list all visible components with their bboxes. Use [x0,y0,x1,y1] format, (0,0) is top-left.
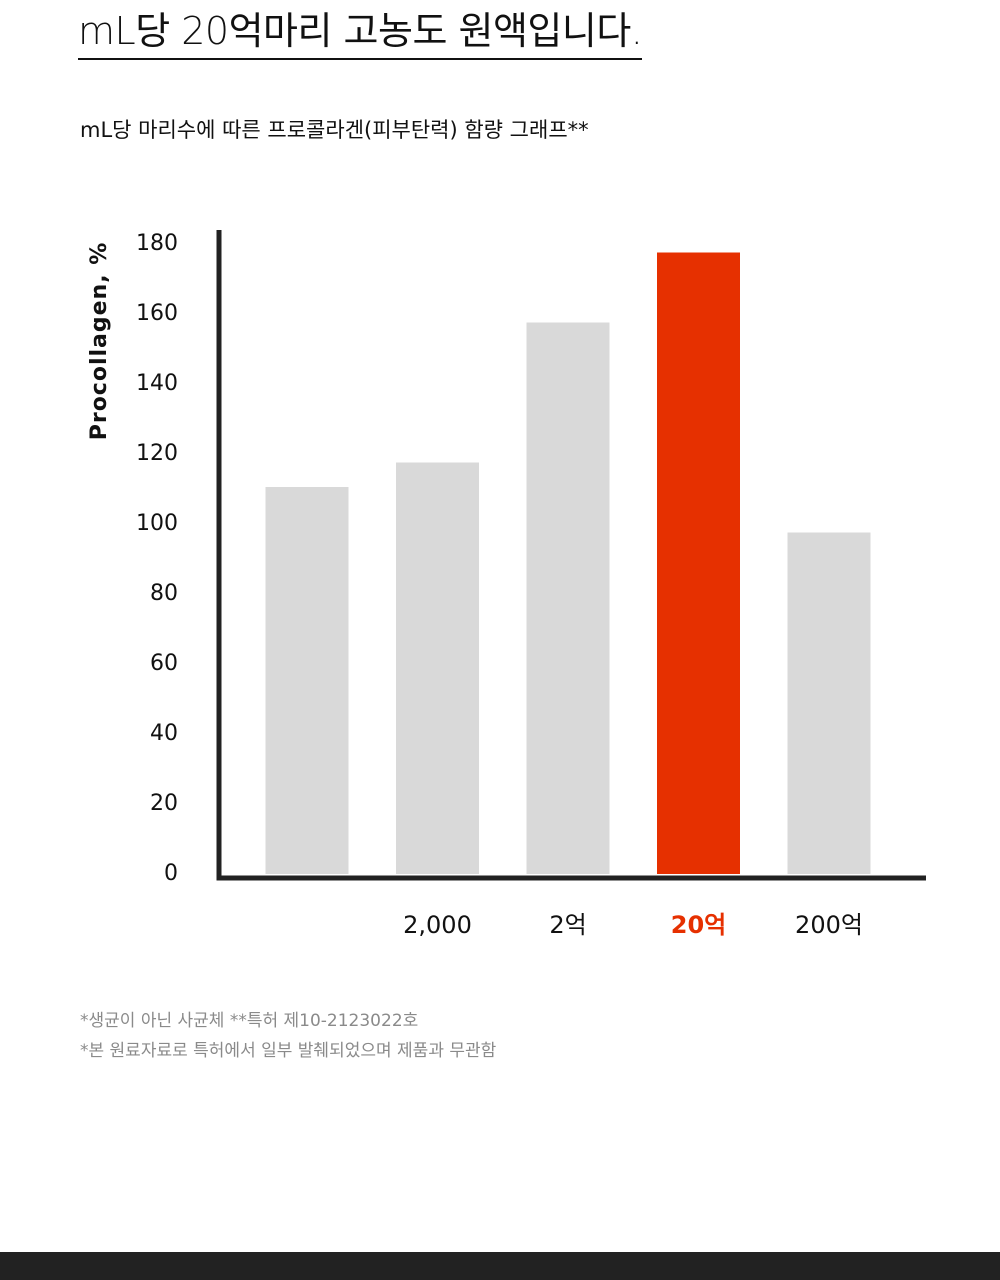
y-tick-label: 180 [136,231,178,256]
footnote-line: *본 원료자료로 특허에서 일부 발췌되었으며 제품과 무관함 [80,1041,497,1061]
chart-title: mL당 마리수에 따른 프로콜라겐(피부탄력) 함량 그래프** [80,118,589,142]
y-axis-label: Procollagen, % [87,242,112,441]
bar [787,532,871,874]
y-tick-label: 100 [136,511,178,536]
y-tick-label: 0 [164,861,178,886]
footnotes: *생균이 아닌 사균체 **특허 제10-2123022호 *본 원료자료로 특… [80,1006,496,1066]
y-tick-label: 40 [150,721,178,746]
y-tick-label: 80 [150,581,178,606]
x-tick-label: 2,000 [403,911,472,939]
bar [265,487,349,874]
bottom-divider-bar [0,1252,1000,1280]
procollagen-bar-chart: Procollagen, % 020406080100120140160180 … [87,230,926,939]
x-tick-label: 20억 [671,911,726,939]
page-headline: mL당 20억마리 고농도 원액입니다. [78,8,643,60]
bar [526,322,610,874]
bar [657,252,740,874]
bar [396,462,479,874]
x-tick-label: 200억 [795,911,863,939]
y-tick-label: 60 [150,651,178,676]
y-tick-label: 120 [136,441,178,466]
y-tick-label: 20 [150,791,178,816]
x-tick-label: 2억 [549,911,586,939]
y-tick-label: 160 [136,301,178,326]
y-tick-label: 140 [136,371,178,396]
footnote-line: *생균이 아닌 사균체 **특허 제10-2123022호 [80,1011,419,1031]
